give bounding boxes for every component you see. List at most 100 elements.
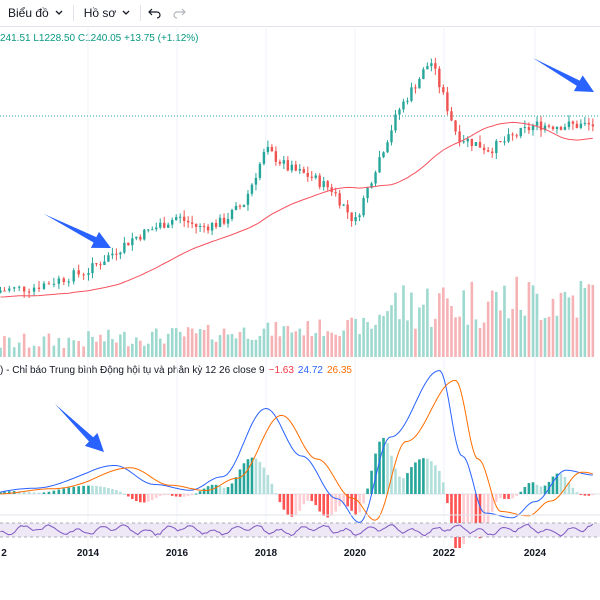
macd-histogram-bar <box>103 487 106 494</box>
candle-body <box>3 290 6 292</box>
macd-histogram-bar <box>52 490 56 494</box>
macd-histogram-bar <box>571 487 575 494</box>
macd-histogram-bar <box>77 486 80 494</box>
macd-histogram-bar <box>406 473 409 494</box>
volume-bar <box>503 285 506 357</box>
volume-bar <box>226 334 230 357</box>
candle-body <box>398 109 401 115</box>
macd-histogram-bar <box>495 494 498 502</box>
candle-body <box>523 127 527 129</box>
macd-histogram-bar <box>334 494 337 512</box>
volume-bar <box>454 317 457 357</box>
candle-body <box>143 229 146 240</box>
macd-histogram-bar <box>3 491 6 494</box>
volume-bar <box>591 284 595 357</box>
volume-bar <box>158 338 162 357</box>
volume-bar <box>462 290 465 357</box>
candle-body <box>370 183 373 188</box>
macd-histogram-bar <box>515 494 518 496</box>
macd-histogram-bar <box>194 493 198 495</box>
macd-histogram-bar <box>162 494 166 496</box>
volume-bar <box>410 292 413 357</box>
macd-histogram-bar <box>190 494 194 496</box>
candle-body <box>270 146 274 152</box>
volume-bar <box>91 336 94 357</box>
macd-histogram-bar <box>42 492 46 494</box>
candle-body <box>390 130 393 143</box>
macd-histogram-bar <box>170 494 174 496</box>
macd-histogram-bar <box>490 494 494 512</box>
macd-histogram-bar <box>559 473 563 494</box>
candle-body <box>519 127 522 137</box>
volume-bar <box>206 324 210 357</box>
macd-histogram-bar <box>374 453 377 494</box>
volume-bar <box>162 343 166 357</box>
volume-bar <box>3 336 6 357</box>
candle-body <box>350 212 353 222</box>
candle-body <box>91 263 94 274</box>
volume-bar <box>362 317 365 357</box>
macd-histogram-bar <box>302 494 306 505</box>
candle-body <box>302 169 305 173</box>
volume-bar <box>478 327 482 357</box>
macd-histogram-bar <box>402 478 405 494</box>
volume-bar <box>166 333 170 357</box>
undo-icon <box>148 8 161 19</box>
candle-body <box>326 181 329 188</box>
volume-bars <box>0 276 595 357</box>
volume-bar <box>519 309 523 357</box>
candle-body <box>282 160 286 164</box>
volume-bar <box>523 315 527 357</box>
volume-bar <box>99 334 102 357</box>
macd-histogram-bar <box>218 486 222 494</box>
toolbar-divider <box>72 5 74 21</box>
candle-body <box>591 124 595 127</box>
macd-histogram-bar <box>266 474 270 494</box>
candle-body <box>182 216 186 221</box>
macd-histogram-bar <box>450 494 453 528</box>
chevron-down-icon <box>122 10 130 15</box>
macd-histogram-bar <box>458 494 461 548</box>
candle-body <box>378 157 381 173</box>
macd-histogram-bar <box>410 467 413 494</box>
macd-histogram-bar <box>486 494 490 526</box>
macd-histogram-bar <box>466 494 470 531</box>
candle-body <box>159 222 162 228</box>
x-tick-label: 2024 <box>523 548 547 559</box>
volume-bar <box>274 321 278 357</box>
macd-histogram-bar <box>290 494 294 517</box>
macd-histogram-bar <box>246 459 250 494</box>
candle-body <box>115 253 118 255</box>
volume-bar <box>326 331 330 357</box>
macd-histogram-bar <box>563 476 567 494</box>
volume-bar <box>438 293 441 357</box>
macd-histogram-bar <box>202 488 206 494</box>
macd-histogram-bar <box>111 488 114 494</box>
macd-signal-value: 26.35 <box>326 365 352 376</box>
volume-bar <box>358 334 361 357</box>
candle-body <box>426 66 429 70</box>
macd-histogram-bar <box>286 494 290 515</box>
macd-histogram-bar <box>37 492 41 494</box>
chart-menu-button[interactable]: Biểu đồ <box>0 0 71 26</box>
volume-bar <box>115 342 118 357</box>
candle-body <box>394 114 397 131</box>
undo-button[interactable] <box>143 0 167 26</box>
macd-histogram-bar <box>591 494 595 496</box>
x-tick-label: 2020 <box>343 548 367 559</box>
volume-bar <box>418 307 421 357</box>
redo-button[interactable] <box>167 0 191 26</box>
candle-body <box>202 225 206 227</box>
candle-body <box>178 216 182 218</box>
candle-body <box>258 163 262 178</box>
volume-bar <box>119 334 122 357</box>
profile-menu-button[interactable]: Hồ sơ <box>76 0 139 26</box>
volume-bar <box>131 343 134 357</box>
candle-body <box>103 261 106 266</box>
candle-body <box>334 192 337 194</box>
macd-histogram-bar <box>72 486 76 494</box>
price-chart[interactable] <box>0 26 600 548</box>
volume-bar <box>190 328 194 357</box>
candle-body <box>462 141 465 143</box>
candle-body <box>474 142 478 146</box>
